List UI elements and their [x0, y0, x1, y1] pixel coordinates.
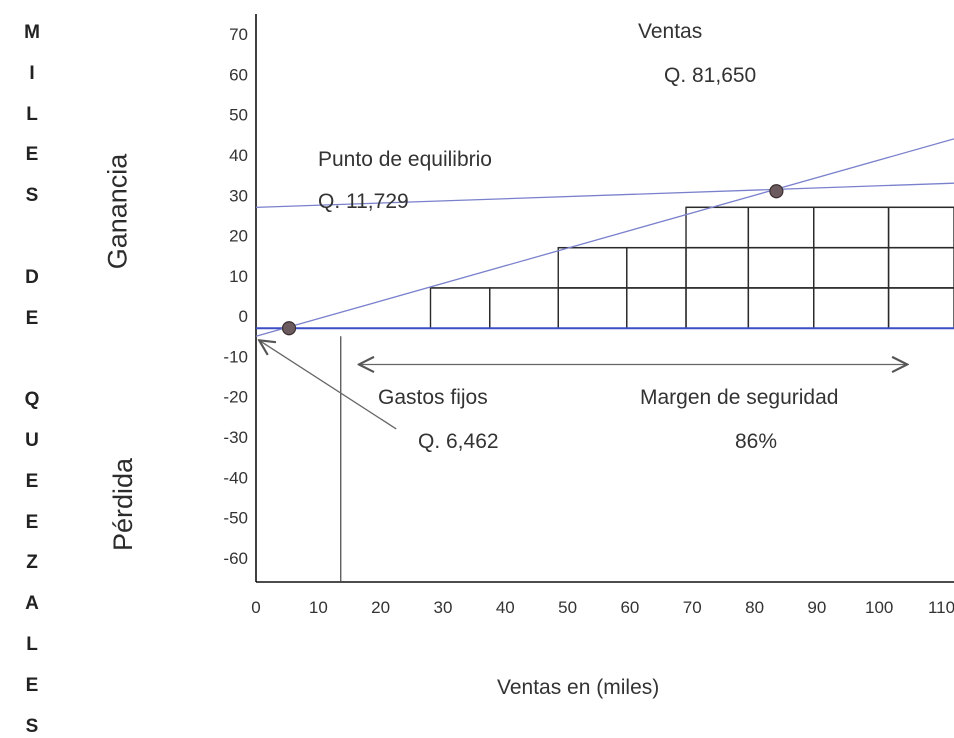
block-cell [686, 248, 748, 288]
margin-value: 86% [735, 430, 777, 454]
margin-label: Margen de seguridad [640, 386, 838, 410]
x-tick-label: 30 [434, 598, 453, 617]
fixed-costs-label: Gastos fijos [378, 386, 488, 410]
x-tick-label: 80 [745, 598, 764, 617]
y-title-letter: E [18, 675, 46, 697]
block-cell [748, 207, 813, 247]
y-tick-label: 60 [229, 65, 248, 84]
block-cell [686, 207, 748, 247]
y-tick-label: -20 [223, 388, 248, 407]
x-tick-label: 60 [620, 598, 639, 617]
sales-value: Q. 81,650 [664, 64, 756, 88]
block-cell [558, 248, 627, 288]
y-title-letter: U [18, 430, 46, 452]
block-cell [686, 288, 748, 328]
y-tick-label: 70 [229, 25, 248, 44]
breakeven-value: Q. 11,729 [318, 190, 409, 214]
y-title-letter: E [18, 512, 46, 534]
y-tick-label: 0 [239, 307, 248, 326]
block-cell [889, 288, 954, 328]
y-title-letter: D [18, 267, 46, 289]
y-tick-label: 20 [229, 227, 248, 246]
block-cell [490, 288, 559, 328]
y-title-letter: A [18, 593, 46, 615]
y-tick-label: 30 [229, 186, 248, 205]
y-tick-label: -30 [223, 428, 248, 447]
block-cell [627, 248, 686, 288]
margin-blocks [431, 207, 954, 328]
y-title-letter: E [18, 144, 46, 166]
fixed-costs-arrow [259, 340, 396, 429]
block-cell [889, 248, 954, 288]
x-tick-label: 40 [496, 598, 515, 617]
y-title-letter: M [18, 22, 46, 44]
block-cell [558, 288, 627, 328]
y-title-letter: I [18, 63, 46, 85]
y-title-letter: S [18, 185, 46, 207]
y-tick-label: -60 [223, 549, 248, 568]
chart-arrows [259, 340, 907, 429]
sales-label: Ventas [638, 20, 702, 44]
breakeven-label: Punto de equilibrio [318, 148, 492, 172]
y-title-letter: S [18, 716, 46, 738]
block-cell [627, 288, 686, 328]
axes [256, 14, 954, 582]
y-tick-label: -50 [223, 509, 248, 528]
y-tick-label: 10 [229, 267, 248, 286]
x-tick-label: 10 [309, 598, 328, 617]
y-tick-label: 50 [229, 106, 248, 125]
x-tick-label: 90 [807, 598, 826, 617]
x-tick-label: 100 [865, 598, 893, 617]
fixed-cost-point [283, 322, 296, 335]
block-cell [814, 288, 889, 328]
breakeven-point [770, 185, 783, 198]
x-tick-label: 70 [683, 598, 702, 617]
y-title-letter: E [18, 471, 46, 493]
x-axis-title: Ventas en (miles) [497, 676, 659, 700]
x-tick-label: 50 [558, 598, 577, 617]
block-cell [814, 248, 889, 288]
block-cell [748, 248, 813, 288]
y-tick-label: -40 [223, 468, 248, 487]
y-title-letter: Z [18, 552, 46, 574]
y-title-letter: E [18, 308, 46, 330]
block-cell [814, 207, 889, 247]
y-tick-label: 40 [229, 146, 248, 165]
x-tick-label: 110 [928, 598, 954, 617]
y-title-letter: Q [18, 389, 46, 411]
block-cell [889, 207, 954, 247]
block-cell [748, 288, 813, 328]
profit-zone-label: Ganancia [102, 154, 133, 270]
fixed-costs-value: Q. 6,462 [418, 430, 499, 454]
y-tick-label: -10 [223, 347, 248, 366]
y-title-letter: L [18, 104, 46, 126]
block-cell [431, 288, 490, 328]
loss-zone-label: Pérdida [108, 458, 139, 551]
y-title-letter: L [18, 634, 46, 656]
x-tick-label: 20 [371, 598, 390, 617]
x-tick-label: 0 [251, 598, 260, 617]
